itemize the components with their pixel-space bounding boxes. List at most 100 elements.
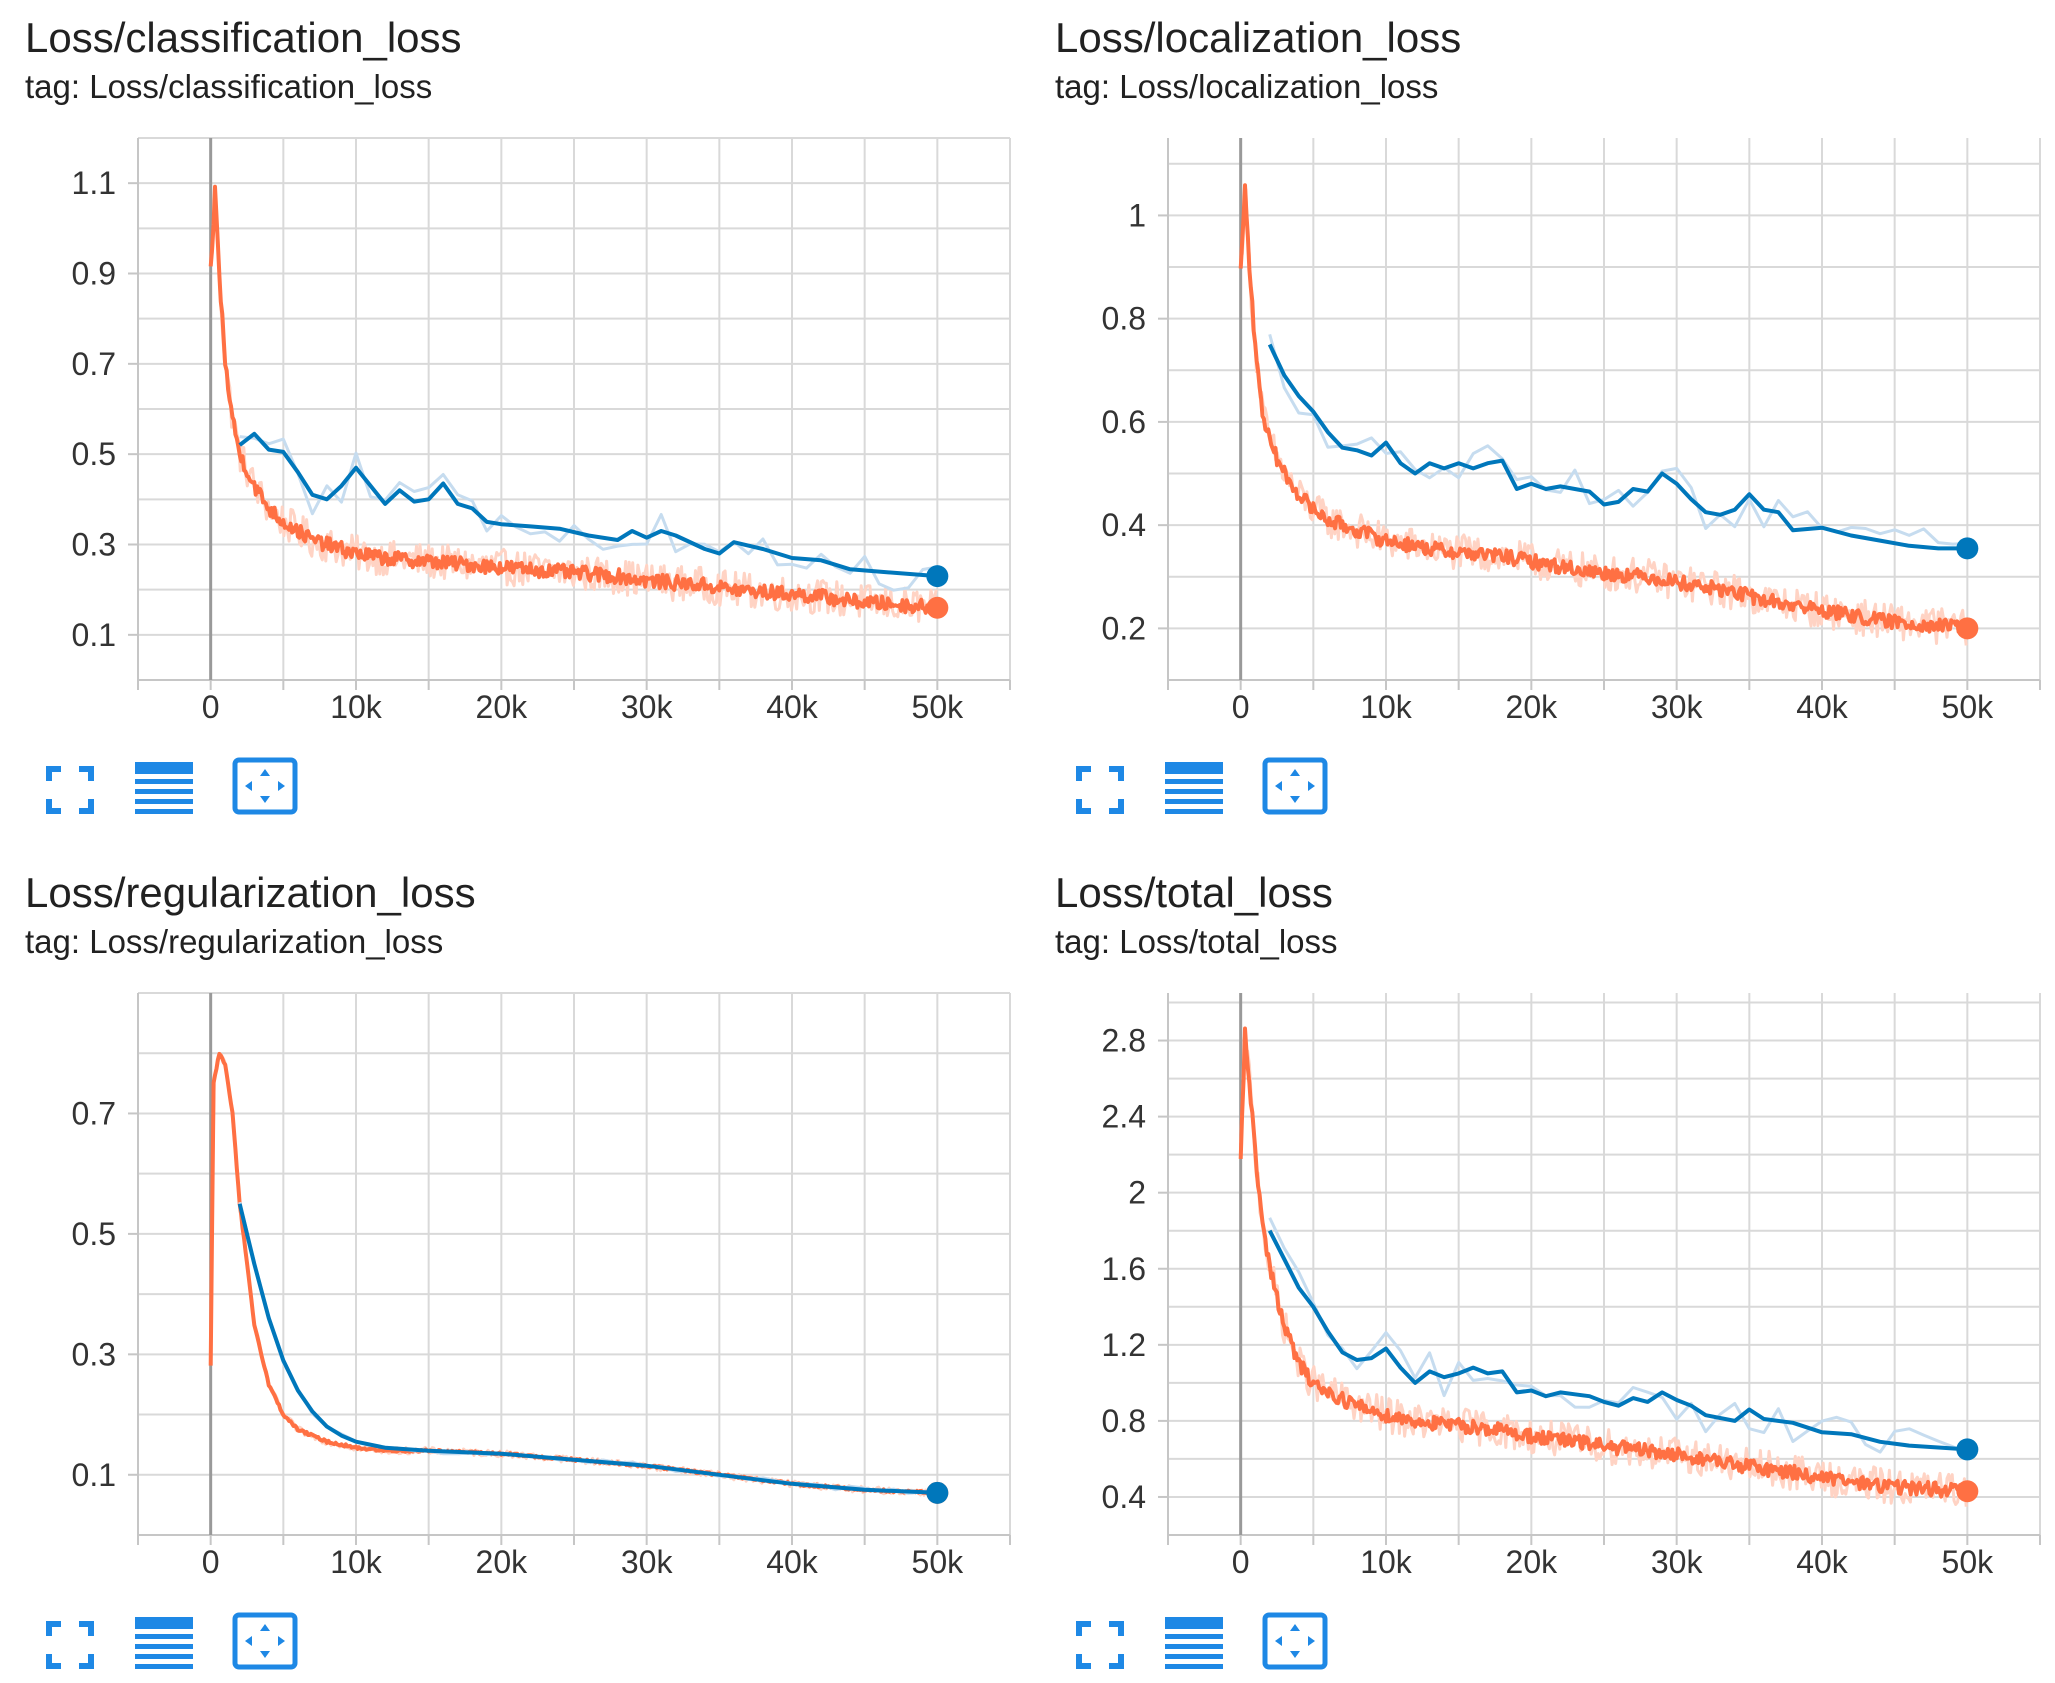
series-orange-line: [1238, 183, 1970, 636]
fit-domain-icon: [1262, 757, 1328, 815]
chart-toolbar: [1075, 755, 1375, 815]
card-title: Loss/total_loss: [1055, 869, 1333, 916]
y-tick-label: 0.7: [72, 346, 116, 382]
fullscreen-icon: [46, 1621, 94, 1669]
toggle-data-table-button[interactable]: [135, 1617, 193, 1674]
chart-grid: [1167, 138, 2041, 681]
data-table-icon: [135, 1617, 193, 1669]
x-tick-label: 40k: [766, 1544, 819, 1580]
series-blue-line: [1267, 343, 1968, 551]
series-blue-end-point: [926, 1481, 949, 1504]
series-orange-raw-line: [1239, 1036, 1968, 1507]
line-chart[interactable]: 0 10k 20k 30k 40k 50k 0.1 0.3 0.5 0.7 0.9 1.1: [0, 0, 1025, 740]
x-tick-label: 20k: [476, 1544, 529, 1580]
y-tick-label: 1.2: [1102, 1327, 1146, 1363]
line-chart[interactable]: 0 10k 20k 30k 40k 50k 0.2 0.4 0.6 0.8 1: [1030, 0, 2055, 740]
line-chart[interactable]: 0 10k 20k 30k 40k 50k 0.4 0.8 1.2 1.6 2 2.4 2.8: [1030, 855, 2055, 1595]
card-tag: tag: Loss/classification_loss: [25, 68, 433, 105]
toggle-data-table-button[interactable]: [1165, 762, 1223, 819]
y-tick-label: 0.4: [1102, 507, 1146, 543]
series-blue-raw-line: [238, 1201, 938, 1495]
fullscreen-icon: [46, 766, 94, 814]
series-blue-line: [238, 431, 938, 579]
y-tick-label: 1.1: [72, 165, 116, 201]
series-blue-end-point: [1956, 1438, 1979, 1461]
chart-card-regularization-loss: Loss/regularization_loss tag: Loss/regul…: [0, 855, 1025, 1683]
y-tick-label: 2: [1128, 1175, 1146, 1211]
card-title: Loss/classification_loss: [25, 14, 462, 61]
series-blue-end-point: [1956, 537, 1979, 560]
y-tick-label: 1: [1128, 197, 1146, 233]
series-orange-end-point: [1956, 1480, 1979, 1503]
x-tick-label: 10k: [330, 1544, 383, 1580]
series-orange-line: [1238, 1026, 1968, 1499]
card-tag: tag: Loss/regularization_loss: [25, 923, 444, 960]
fullscreen-button[interactable]: [45, 1620, 95, 1675]
chart-card-total-loss: Loss/total_loss tag: Loss/total_loss 0 10…: [1030, 855, 2055, 1683]
x-tick-label: 50k: [912, 689, 965, 725]
fit-domain-icon: [232, 1612, 298, 1670]
x-tick-label: 0: [202, 1544, 220, 1580]
x-tick-label: 0: [1232, 689, 1250, 725]
card-tag: tag: Loss/total_loss: [1055, 923, 1338, 960]
x-tick-label: 10k: [330, 689, 383, 725]
fullscreen-button[interactable]: [1075, 1620, 1125, 1675]
fit-domain-button[interactable]: [1262, 757, 1328, 820]
x-tick-label: 10k: [1360, 689, 1413, 725]
x-tick-label: 20k: [476, 689, 529, 725]
chart-toolbar: [45, 1610, 345, 1670]
fit-domain-icon: [232, 757, 298, 815]
chart-toolbar: [1075, 1610, 1375, 1670]
data-table-icon: [1165, 1617, 1223, 1669]
y-tick-label: 0.1: [72, 617, 116, 653]
chart-card-classification-loss: Loss/classification_loss tag: Loss/class…: [0, 0, 1025, 840]
y-tick-label: 0.3: [72, 1336, 116, 1372]
series-blue-raw-line: [1268, 1217, 1968, 1455]
x-tick-label: 50k: [1942, 689, 1995, 725]
x-tick-label: 50k: [912, 1544, 965, 1580]
x-tick-label: 30k: [621, 1544, 674, 1580]
x-tick-label: 20k: [1506, 689, 1559, 725]
fit-domain-button[interactable]: [232, 757, 298, 820]
fullscreen-button[interactable]: [45, 765, 95, 820]
fit-domain-button[interactable]: [1262, 1612, 1328, 1675]
y-tick-label: 0.3: [72, 527, 116, 563]
x-tick-label: 0: [202, 689, 220, 725]
y-tick-label: 0.6: [1102, 404, 1146, 440]
toggle-data-table-button[interactable]: [135, 762, 193, 819]
y-tick-label: 1.6: [1102, 1251, 1146, 1287]
y-tick-label: 0.5: [72, 1216, 116, 1252]
fit-domain-icon: [1262, 1612, 1328, 1670]
x-tick-label: 30k: [1651, 689, 1704, 725]
series-blue-line: [1267, 1229, 1968, 1452]
line-chart[interactable]: 0 10k 20k 30k 40k 50k 0.1 0.3 0.5 0.7: [0, 855, 1025, 1595]
series-blue-raw-line: [239, 435, 938, 592]
y-tick-label: 0.8: [1102, 1403, 1146, 1439]
y-tick-label: 0.8: [1102, 301, 1146, 337]
chart-card-localization-loss: Loss/localization_loss tag: Loss/localiz…: [1030, 0, 2055, 840]
y-tick-label: 0.2: [1102, 610, 1146, 646]
y-tick-label: 2.4: [1102, 1099, 1146, 1135]
fullscreen-button[interactable]: [1075, 765, 1125, 820]
x-tick-label: 20k: [1506, 1544, 1559, 1580]
x-tick-label: 40k: [1796, 689, 1849, 725]
x-tick-label: 0: [1232, 1544, 1250, 1580]
series-blue-raw-line: [1268, 334, 1968, 546]
series-orange-line: [208, 184, 940, 615]
y-tick-label: 0.5: [72, 436, 116, 472]
series-blue-line: [237, 1203, 938, 1495]
data-table-icon: [135, 762, 193, 814]
toggle-data-table-button[interactable]: [1165, 1617, 1223, 1674]
x-tick-label: 50k: [1942, 1544, 1995, 1580]
series-orange-end-point: [926, 596, 949, 619]
chart-grid: [137, 992, 1011, 1536]
fit-domain-button[interactable]: [232, 1612, 298, 1675]
y-tick-label: 2.8: [1102, 1023, 1146, 1059]
x-tick-label: 40k: [1796, 1544, 1849, 1580]
y-tick-label: 0.9: [72, 256, 116, 292]
y-tick-label: 0.1: [72, 1457, 116, 1493]
x-tick-label: 30k: [1651, 1544, 1704, 1580]
series-blue-end-point: [926, 565, 949, 588]
y-tick-label: 0.4: [1102, 1479, 1146, 1515]
x-tick-label: 40k: [766, 689, 819, 725]
